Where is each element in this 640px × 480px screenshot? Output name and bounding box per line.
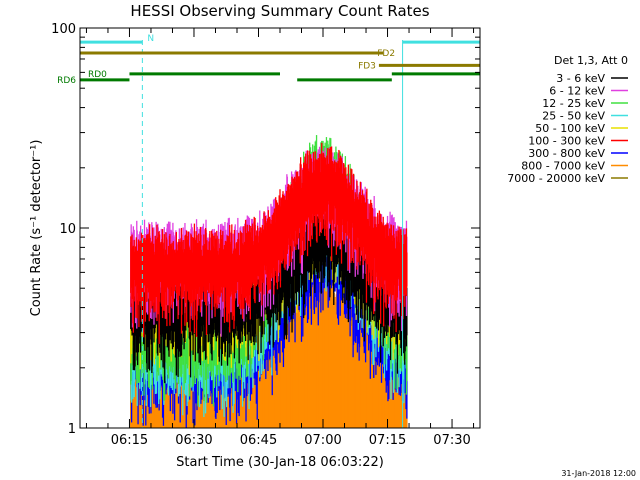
data-layer xyxy=(130,135,408,428)
